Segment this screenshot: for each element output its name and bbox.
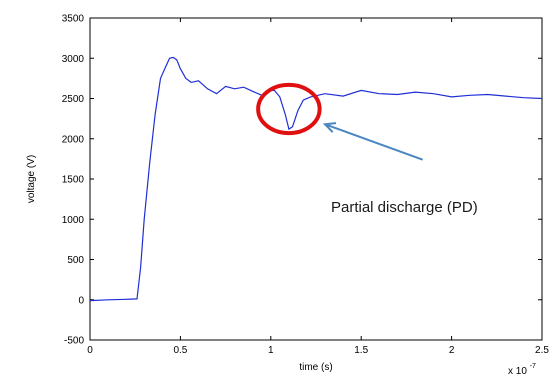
x-multiplier-base: x 10 (508, 366, 527, 377)
y-tick-label: 2500 (62, 94, 85, 105)
x-tick-label: 0.5 (173, 345, 187, 356)
y-axis-label: voltage (V) (26, 155, 37, 203)
y-tick-label: 500 (67, 255, 84, 266)
x-axis-label: time (s) (299, 362, 332, 373)
y-tick-label: 1000 (62, 215, 85, 226)
plot-area (89, 17, 543, 341)
pd-highlight-circle (256, 82, 322, 136)
x-tick-label: 1 (268, 345, 274, 356)
x-multiplier: x 10 -7 (508, 363, 536, 377)
y-tick-label: 1500 (62, 175, 85, 186)
x-tick-label: 2 (449, 345, 455, 356)
y-tick-label: 3500 (62, 14, 85, 25)
y-tick-label: 2000 (62, 134, 85, 145)
x-multiplier-exponent: -7 (530, 363, 536, 370)
pd-arrow (322, 122, 424, 161)
x-axis-ticks: 0 0.5 1 1.5 2 2.5 (87, 18, 549, 356)
x-tick-label: 0 (87, 345, 93, 356)
x-tick-label: 1.5 (354, 345, 368, 356)
y-tick-label: 3000 (62, 54, 85, 65)
series-line (89, 56, 543, 302)
y-tick-label: -500 (64, 336, 84, 347)
arrow-head (322, 122, 337, 133)
arrow-shaft (324, 123, 424, 161)
x-tick-label: 2.5 (535, 345, 549, 356)
y-axis-ticks: -500 0 500 1000 1500 2000 2500 3000 3500 (62, 14, 542, 347)
y-tick-label: 0 (78, 295, 84, 306)
annotation-text: Partial discharge (PD) (331, 199, 478, 216)
